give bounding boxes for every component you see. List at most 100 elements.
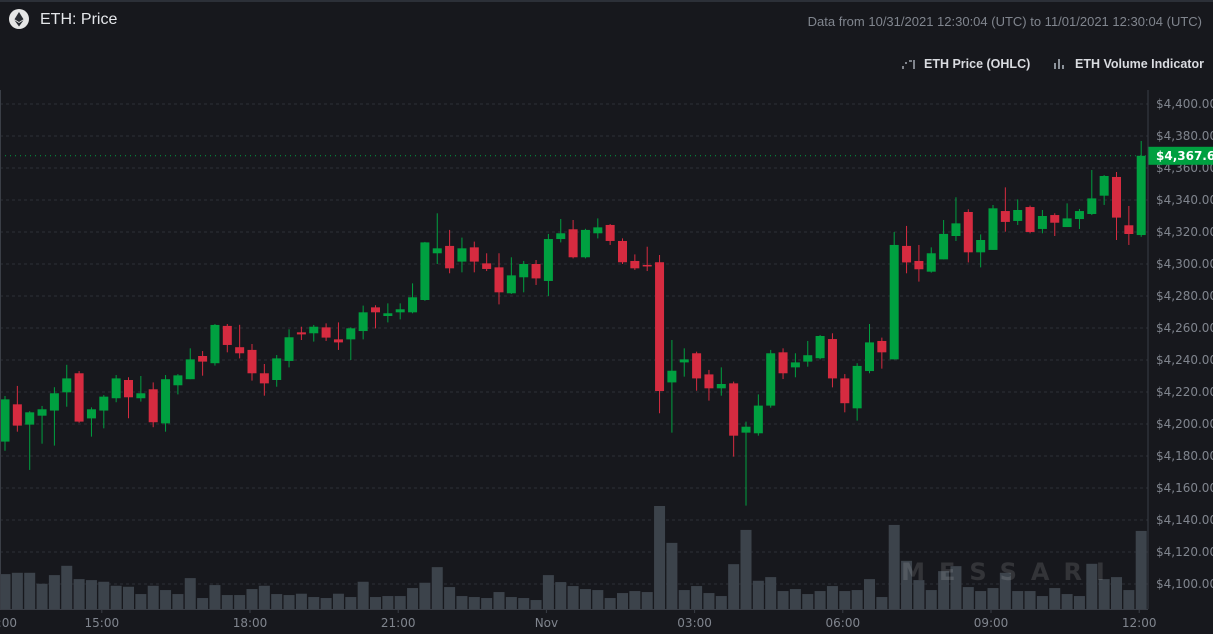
volume-bar: [123, 586, 134, 609]
volume-bar: [172, 594, 184, 609]
y-tick-label: $4,100.00: [1156, 577, 1213, 591]
volume-bar: [73, 579, 85, 609]
volume-bar: [542, 575, 554, 609]
y-tick-label: $4,200.00: [1156, 417, 1213, 431]
candle-body: [840, 378, 850, 404]
y-tick-label: $4,220.00: [1156, 385, 1213, 399]
volume-bar: [394, 596, 406, 609]
volume-bar: [456, 596, 468, 609]
candle-body: [62, 378, 72, 393]
candle-body: [506, 275, 516, 294]
volume-bar: [691, 586, 703, 609]
candle-body: [383, 313, 393, 316]
volume-bar: [925, 590, 937, 609]
volume-bar: [370, 597, 381, 609]
candle-body: [827, 339, 837, 379]
x-tick-label: 06:00: [826, 616, 861, 630]
candle-body: [296, 332, 306, 335]
volume-bar: [567, 586, 579, 609]
candle-body: [210, 324, 220, 364]
volume-bar: [160, 590, 172, 609]
candle-body: [198, 356, 208, 362]
candle-body: [988, 208, 998, 250]
legend-label: ETH Price (OHLC): [924, 57, 1031, 71]
candle-body: [25, 412, 35, 425]
candle-body: [753, 405, 763, 434]
volume-bar: [654, 506, 666, 609]
volume-bar: [444, 587, 456, 609]
candle-body: [741, 426, 751, 433]
y-tick-label: $4,320.00: [1156, 225, 1213, 239]
candle-body: [321, 327, 331, 338]
candle-body: [1124, 225, 1134, 234]
x-tick-label: 21:00: [381, 616, 416, 630]
volume-bar: [24, 572, 36, 609]
candle-body: [247, 349, 257, 374]
volume-bar: [839, 591, 851, 609]
volume-bar: [271, 594, 283, 609]
candle-body: [74, 373, 84, 422]
candle-body: [543, 239, 553, 281]
candle-body: [630, 260, 640, 269]
volume-bar: [85, 580, 97, 609]
candle-body: [704, 374, 714, 389]
volume-bar: [36, 583, 48, 609]
candle-body: [99, 396, 109, 411]
volume-bar: [1024, 591, 1036, 609]
candle-body: [1062, 218, 1072, 228]
volume-bar: [135, 594, 147, 609]
volume-bar: [197, 598, 209, 609]
legend-item-price[interactable]: ETH Price (OHLC): [902, 57, 1030, 71]
candle-body: [556, 233, 566, 240]
volume-bar: [1061, 594, 1073, 609]
y-tick-label: $4,300.00: [1156, 257, 1213, 271]
volume-bar: [1098, 579, 1110, 609]
volume-bar: [1073, 596, 1085, 609]
candle-body: [1013, 210, 1023, 221]
candle-body: [272, 358, 282, 380]
volume-bar: [407, 588, 419, 609]
candle-body: [457, 248, 467, 262]
candle-body: [519, 264, 529, 278]
candle-body: [432, 248, 442, 254]
x-tick-label: 09:00: [974, 616, 1009, 630]
volume-bar: [295, 593, 307, 609]
y-tick-label: $4,260.00: [1156, 321, 1213, 335]
volume-bar: [765, 577, 777, 609]
page-title: ETH: Price: [40, 11, 118, 28]
messari-watermark: MESSARI: [901, 558, 1119, 586]
candle-body: [815, 336, 825, 359]
volume-bar: [802, 594, 814, 609]
volume-bar: [61, 565, 73, 609]
y-tick-label: $4,180.00: [1156, 449, 1213, 463]
candle-body: [469, 247, 479, 262]
volume-bar: [592, 590, 604, 609]
candle-body: [790, 362, 800, 368]
candle-body: [309, 326, 319, 334]
volume-bar: [851, 590, 863, 609]
candle-body: [618, 240, 627, 263]
legend-item-volume[interactable]: ETH Volume Indicator: [1053, 57, 1204, 71]
y-tick-label: $4,280.00: [1156, 289, 1213, 303]
last-price-label: $4,367.63: [1156, 149, 1213, 163]
volume-bar: [431, 567, 443, 609]
x-tick-label: 03:00: [677, 616, 712, 630]
y-tick-label: $4,400.00: [1156, 97, 1213, 111]
candle-body: [1050, 215, 1060, 223]
volume-bar: [901, 560, 913, 609]
candle-body: [148, 389, 158, 423]
last-price-tag: [1148, 146, 1213, 165]
candle-body: [914, 260, 924, 270]
top-border: [0, 0, 1213, 2]
volume-bar: [641, 592, 653, 609]
y-tick-label: $4,160.00: [1156, 481, 1213, 495]
volume-bar: [308, 597, 320, 609]
candle-body: [778, 352, 788, 374]
candle-body: [1025, 207, 1035, 232]
volume-bar: [814, 591, 826, 609]
y-tick-label: $4,240.00: [1156, 353, 1213, 367]
candle-body: [494, 267, 504, 293]
volume-bar: [864, 579, 875, 609]
volume-bar: [320, 598, 332, 609]
